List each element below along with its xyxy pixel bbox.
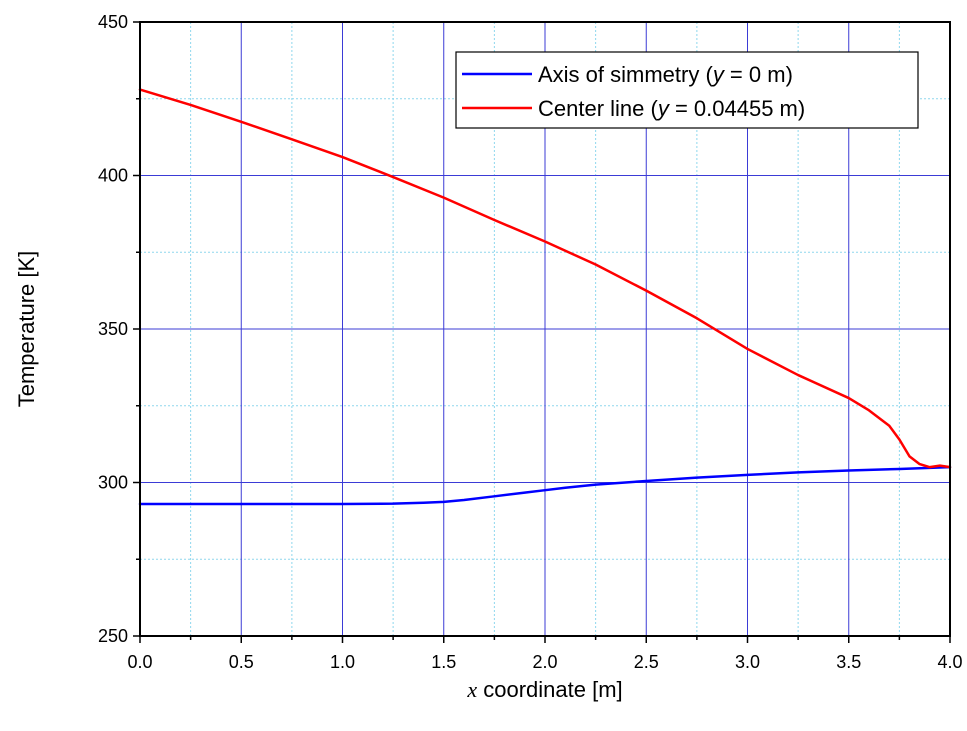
legend-series-value: = 0 m (724, 62, 786, 87)
legend-series-variable: y (656, 96, 671, 121)
legend-box (455, 51, 919, 129)
series-line-center-line (138, 88, 952, 469)
tick-labels: 0.0 0.5 1.0 1.5 2.0 2.5 3.0 3.5 4.0 250 300 350 400 4… (98, 12, 963, 672)
x-tick-label: 2.5 (634, 652, 659, 672)
legend-series-variable: y (711, 62, 726, 87)
x-tick-label: 0.5 (229, 652, 254, 672)
x-axis-title-variable: x (466, 677, 477, 702)
y-tick-label: 400 (98, 166, 128, 186)
x-axis-title-text: coordinate [m] (477, 677, 623, 702)
y-tick-label: 450 (98, 12, 128, 32)
y-tick-label: 250 (98, 626, 128, 646)
y-axis-title: Temperature [K] (14, 251, 39, 408)
y-tick-label: 350 (98, 319, 128, 339)
legend-label-center-line: Center line (y = 0.04455 m) (538, 96, 805, 121)
x-tick-label: 0.0 (127, 652, 152, 672)
series-lines (138, 88, 952, 506)
legend-label-axis-of-simmetry: Axis of simmetry (y = 0 m) (538, 62, 793, 87)
x-tick-label: 1.5 (431, 652, 456, 672)
x-tick-label: 4.0 (937, 652, 962, 672)
legend-series-name: Axis of simmetry (538, 62, 699, 87)
series-line-axis-of-simmetry (138, 465, 952, 506)
x-tick-label: 1.0 (330, 652, 355, 672)
x-tick-label: 3.5 (836, 652, 861, 672)
y-tick-label: 300 (98, 473, 128, 493)
legend-series-name: Center line (538, 96, 644, 121)
axis-ticks (133, 21, 951, 643)
x-tick-label: 3.0 (735, 652, 760, 672)
legend: Axis of simmetry (y = 0 m) Center line (… (455, 51, 919, 129)
x-tick-label: 2.0 (532, 652, 557, 672)
x-axis-title: x coordinate [m] (466, 677, 622, 702)
legend-series-value: = 0.04455 m (669, 96, 798, 121)
